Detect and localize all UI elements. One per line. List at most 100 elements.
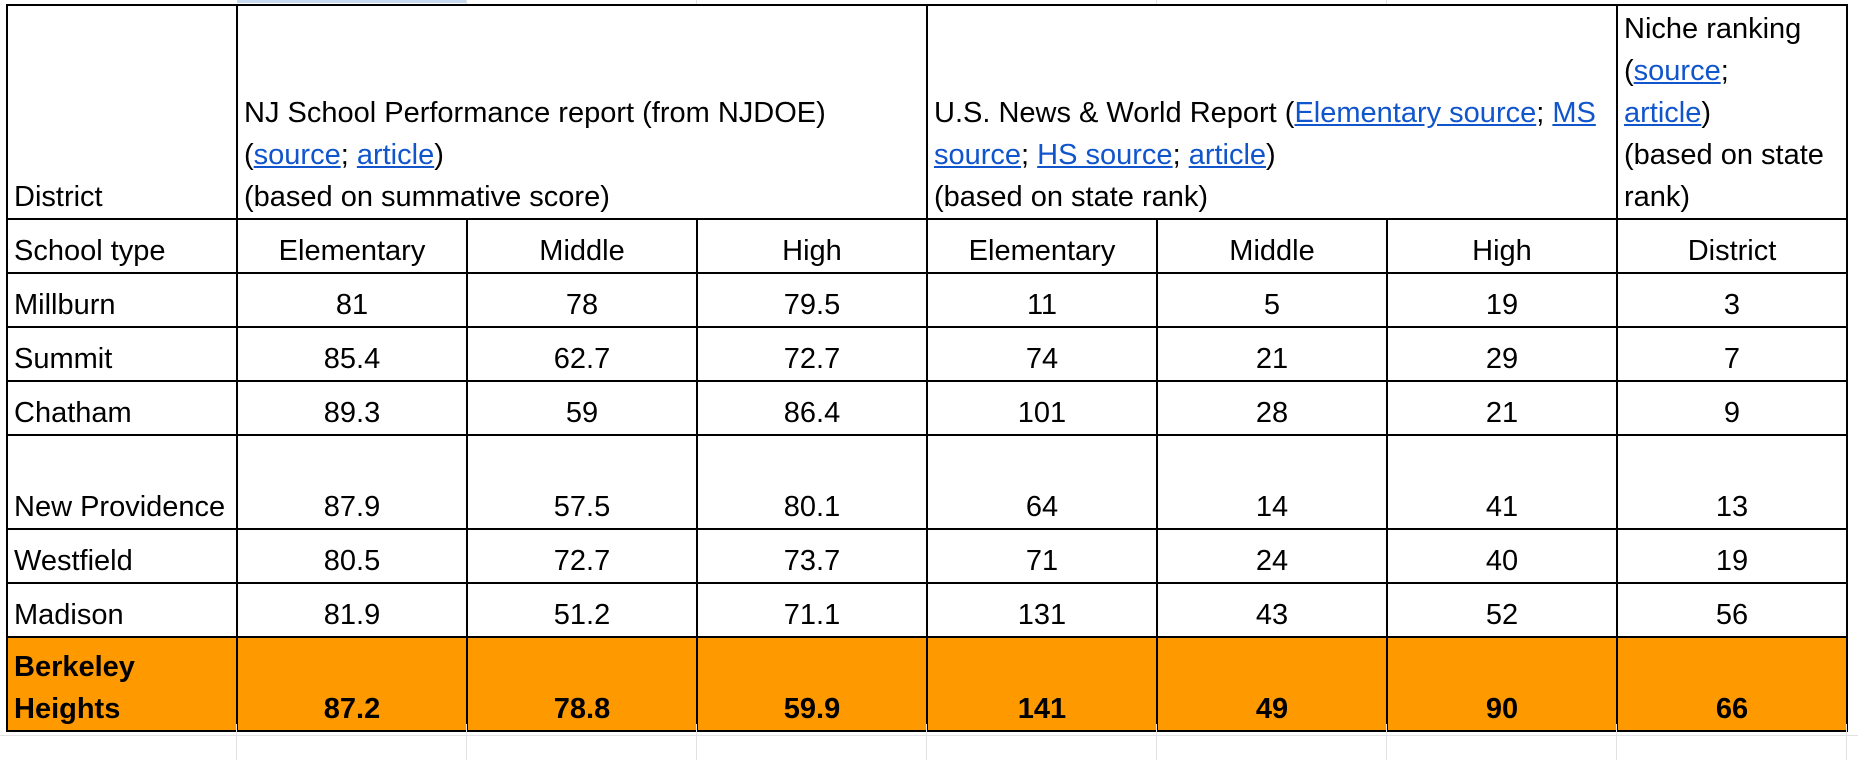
table-cell[interactable]: 40 — [1386, 528, 1618, 584]
nj-report-header-cell[interactable]: NJ School Performance report (from NJDOE… — [236, 4, 928, 220]
table-cell[interactable]: 78.8 — [466, 636, 698, 732]
school-type-cell[interactable]: Elementary — [236, 218, 468, 274]
table-cell[interactable]: 49 — [1156, 636, 1388, 732]
district-name-cell[interactable]: Millburn — [6, 272, 238, 328]
district-name-cell[interactable]: Summit — [6, 326, 238, 382]
usnews-basis: (based on state rank) — [934, 181, 1209, 213]
gridline — [696, 724, 697, 760]
gridline — [1616, 724, 1617, 760]
school-type-cell[interactable]: High — [696, 218, 928, 274]
school-type-cell[interactable]: Middle — [466, 218, 698, 274]
district-name-cell[interactable]: New Providence — [6, 434, 238, 530]
nj-report-basis: (based on summative score) — [244, 181, 610, 213]
table-cell[interactable]: 79.5 — [696, 272, 928, 328]
table-row-madison: Madison 81.9 51.2 71.1 131 43 52 56 — [6, 582, 1848, 638]
comparison-table: District NJ School Performance report (f… — [6, 4, 1848, 732]
table-cell[interactable]: 72.7 — [696, 326, 928, 382]
separator-text: ; — [340, 139, 357, 171]
table-cell[interactable]: 14 — [1156, 434, 1388, 530]
table-cell[interactable]: 86.4 — [696, 380, 928, 436]
niche-source-link[interactable]: source — [1633, 55, 1721, 87]
table-cell[interactable]: 90 — [1386, 636, 1618, 732]
table-row-millburn: Millburn 81 78 79.5 11 5 19 3 — [6, 272, 1848, 328]
table-cell[interactable]: 52 — [1386, 582, 1618, 638]
table-cell[interactable]: 81.9 — [236, 582, 468, 638]
table-cell[interactable]: 7 — [1616, 326, 1848, 382]
table-cell[interactable]: 141 — [926, 636, 1158, 732]
table-cell[interactable]: 57.5 — [466, 434, 698, 530]
table-cell[interactable]: 21 — [1386, 380, 1618, 436]
table-cell[interactable]: 73.7 — [696, 528, 928, 584]
usnews-article-link[interactable]: article — [1188, 139, 1267, 171]
table-cell[interactable]: 64 — [926, 434, 1158, 530]
table-cell[interactable]: 11 — [926, 272, 1158, 328]
school-type-cell[interactable]: Elementary — [926, 218, 1158, 274]
nj-article-link[interactable]: article — [356, 139, 435, 171]
school-type-cell[interactable]: Middle — [1156, 218, 1388, 274]
table-cell[interactable]: 66 — [1616, 636, 1848, 732]
usnews-header-cell[interactable]: U.S. News & World Report (Elementary sou… — [926, 4, 1618, 220]
niche-header-cell[interactable]: Niche ranking (source; article) (based on… — [1616, 4, 1848, 220]
table-cell[interactable]: 59.9 — [696, 636, 928, 732]
paren-text: ( — [1624, 55, 1634, 87]
table-cell[interactable]: 78 — [466, 272, 698, 328]
district-name-cell[interactable]: Chatham — [6, 380, 238, 436]
table-cell[interactable]: 9 — [1616, 380, 1848, 436]
usnews-elementary-source-link[interactable]: Elementary source — [1294, 97, 1537, 129]
gridline — [466, 0, 467, 4]
table-row-chatham: Chatham 89.3 59 86.4 101 28 21 9 — [6, 380, 1848, 436]
usnews-ms-source-link[interactable]: MS source — [934, 97, 1596, 171]
niche-article-link[interactable]: article — [1624, 97, 1702, 129]
table-cell[interactable]: 43 — [1156, 582, 1388, 638]
table-cell[interactable]: 80.5 — [236, 528, 468, 584]
table-cell[interactable]: 19 — [1616, 528, 1848, 584]
district-name-cell[interactable]: Berkeley Heights — [6, 636, 238, 732]
district-name-cell[interactable]: Westfield — [6, 528, 238, 584]
niche-title: Niche ranking — [1624, 13, 1802, 45]
usnews-title: U.S. News & World Report ( — [934, 97, 1295, 129]
table-cell[interactable]: 101 — [926, 380, 1158, 436]
table-row-berkeley-heights: Berkeley Heights 87.2 78.8 59.9 141 49 9… — [6, 636, 1848, 732]
niche-basis: (based on state rank) — [1624, 139, 1824, 213]
table-cell[interactable]: 29 — [1386, 326, 1618, 382]
gridline — [1156, 0, 1157, 4]
nj-report-links: (source; article) — [244, 134, 920, 176]
table-cell[interactable]: 51.2 — [466, 582, 698, 638]
table-cell[interactable]: 56 — [1616, 582, 1848, 638]
table-cell[interactable]: 19 — [1386, 272, 1618, 328]
table-cell[interactable]: 24 — [1156, 528, 1388, 584]
paren-text: ) — [1266, 139, 1276, 171]
table-cell[interactable]: 131 — [926, 582, 1158, 638]
table-cell[interactable]: 5 — [1156, 272, 1388, 328]
separator-text: ; — [1021, 139, 1038, 171]
table-cell[interactable]: 71.1 — [696, 582, 928, 638]
table-cell[interactable]: 41 — [1386, 434, 1618, 530]
usnews-title-line: U.S. News & World Report (Elementary sou… — [934, 92, 1610, 176]
table-cell[interactable]: 89.3 — [236, 380, 468, 436]
table-cell[interactable]: 28 — [1156, 380, 1388, 436]
nj-source-link[interactable]: source — [253, 139, 341, 171]
table-cell[interactable]: 85.4 — [236, 326, 468, 382]
table-cell[interactable]: 71 — [926, 528, 1158, 584]
district-name-cell[interactable]: Madison — [6, 582, 238, 638]
table-cell[interactable]: 72.7 — [466, 528, 698, 584]
table-cell[interactable]: 87.2 — [236, 636, 468, 732]
table-cell[interactable]: 87.9 — [236, 434, 468, 530]
usnews-hs-source-link[interactable]: HS source — [1037, 139, 1173, 171]
gridline — [926, 724, 927, 760]
table-cell[interactable]: 13 — [1616, 434, 1848, 530]
table-cell[interactable]: 74 — [926, 326, 1158, 382]
school-type-cell[interactable]: District — [1616, 218, 1848, 274]
table-cell[interactable]: 81 — [236, 272, 468, 328]
gridline — [0, 735, 1858, 736]
table-cell[interactable]: 21 — [1156, 326, 1388, 382]
school-type-cell[interactable]: High — [1386, 218, 1618, 274]
table-cell[interactable]: 59 — [466, 380, 698, 436]
district-header-cell[interactable]: District — [6, 4, 238, 220]
table-cell[interactable]: 3 — [1616, 272, 1848, 328]
table-cell[interactable]: 62.7 — [466, 326, 698, 382]
gridline — [696, 0, 697, 4]
school-type-label-cell[interactable]: School type — [6, 218, 238, 274]
table-cell[interactable]: 80.1 — [696, 434, 928, 530]
